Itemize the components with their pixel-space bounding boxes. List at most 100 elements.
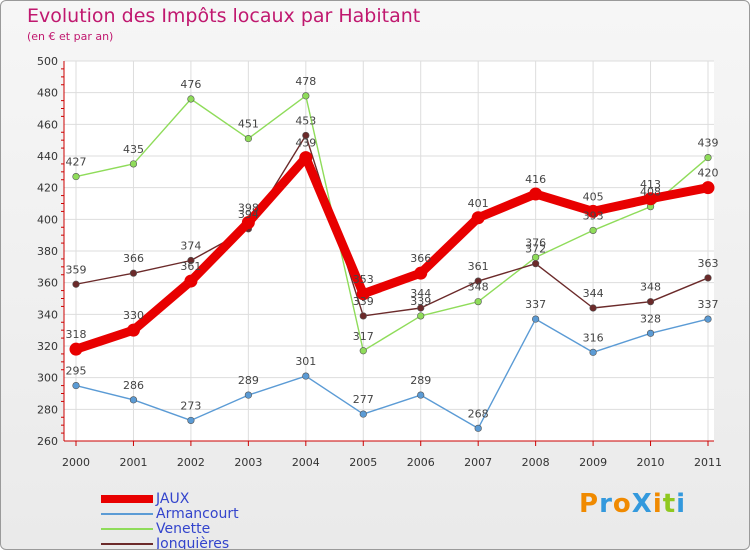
data-point — [69, 342, 83, 356]
x-tick-label: 2002 — [177, 456, 205, 469]
data-label: 476 — [180, 78, 201, 91]
legend-label: Venette — [156, 521, 211, 537]
data-point — [532, 260, 540, 268]
x-tick-label: 2001 — [119, 456, 147, 469]
series-line-venette — [75, 95, 709, 352]
x-tick-label: 2004 — [292, 456, 320, 469]
data-point — [704, 274, 712, 282]
y-tick-label: 500 — [37, 55, 58, 68]
data-point — [244, 134, 252, 143]
y-tick-label: 280 — [37, 403, 58, 416]
data-point — [126, 323, 140, 337]
data-point — [241, 216, 255, 229]
data-point — [244, 391, 252, 399]
data-point — [302, 131, 310, 140]
x-tick-label: 2010 — [637, 456, 665, 469]
data-label: 366 — [410, 252, 431, 265]
y-tick-label: 420 — [37, 182, 58, 195]
legend-swatch-jonquières — [101, 543, 153, 545]
y-tick-label: 300 — [37, 372, 58, 385]
data-label: 344 — [583, 287, 604, 300]
x-tick-label: 2008 — [522, 456, 550, 469]
data-label: 435 — [123, 143, 144, 156]
y-tick-label: 380 — [37, 245, 58, 258]
logo-letter: o — [612, 489, 632, 519]
data-label: 318 — [66, 328, 87, 341]
data-point — [529, 187, 543, 201]
logo-letter: i — [652, 489, 663, 519]
legend-swatch-jaux — [101, 495, 153, 503]
data-label: 366 — [123, 252, 144, 265]
data-point — [184, 274, 198, 288]
data-label: 405 — [583, 190, 604, 203]
legend-label: Armancourt — [156, 506, 239, 522]
data-point — [474, 277, 482, 285]
data-point — [586, 204, 600, 218]
data-label: 416 — [525, 173, 546, 186]
data-point — [356, 287, 370, 301]
data-label: 451 — [238, 118, 259, 131]
logo-letter: i — [676, 489, 687, 519]
data-label: 301 — [295, 355, 316, 368]
x-tick-label: 2006 — [407, 456, 435, 469]
data-point — [589, 348, 597, 356]
data-label: 344 — [410, 287, 431, 300]
series-line-jonquières — [75, 134, 709, 317]
data-point — [72, 280, 80, 288]
data-point — [701, 181, 715, 195]
data-label: 439 — [698, 137, 719, 150]
data-label: 295 — [66, 365, 87, 378]
data-label: 330 — [123, 309, 144, 322]
y-tick-label: 400 — [37, 213, 58, 226]
x-tick-label: 2003 — [234, 456, 262, 469]
data-label: 353 — [353, 273, 374, 286]
data-point — [187, 416, 195, 425]
x-tick-label: 2009 — [579, 456, 607, 469]
data-point — [187, 256, 195, 265]
legend-swatch-armancourt — [101, 513, 153, 515]
data-point — [359, 312, 367, 320]
logo-letter: P — [579, 489, 600, 519]
data-label: 277 — [353, 393, 374, 406]
data-label: 420 — [698, 167, 719, 180]
data-point — [299, 151, 313, 165]
data-label: 363 — [698, 257, 719, 270]
data-point — [644, 192, 658, 206]
x-tick-label: 2005 — [349, 456, 377, 469]
data-point — [359, 347, 367, 355]
y-tick-label: 340 — [37, 308, 58, 321]
data-label: 339 — [353, 295, 374, 308]
data-label: 427 — [66, 156, 87, 169]
x-tick-label: 2011 — [694, 456, 722, 469]
data-point — [417, 312, 425, 320]
data-label: 337 — [525, 298, 546, 311]
data-label: 408 — [640, 186, 661, 199]
data-point — [417, 391, 425, 399]
data-label: 289 — [238, 374, 259, 387]
data-label: 316 — [583, 331, 604, 344]
data-label: 273 — [180, 399, 201, 412]
data-point — [417, 304, 425, 312]
y-tick-label: 360 — [37, 277, 58, 290]
data-label: 394 — [238, 208, 259, 221]
data-point — [72, 381, 80, 390]
data-point — [474, 298, 482, 306]
legend-swatch-venette — [101, 528, 153, 530]
data-label: 401 — [468, 197, 489, 210]
y-tick-label: 460 — [37, 118, 58, 131]
data-label: 374 — [180, 240, 201, 253]
y-tick-label: 260 — [37, 435, 58, 448]
legend-label: JAUX — [156, 491, 190, 507]
logo-letter: X — [631, 489, 653, 519]
data-point — [474, 424, 482, 432]
data-label: 359 — [66, 263, 87, 276]
data-label: 286 — [123, 379, 144, 392]
data-point — [187, 95, 195, 103]
series-line-jaux — [71, 153, 713, 354]
data-label: 453 — [295, 114, 316, 127]
x-tick-label: 2007 — [464, 456, 492, 469]
data-point — [646, 298, 655, 306]
data-point — [589, 226, 597, 235]
legend-label: Jonquières — [156, 536, 230, 550]
data-point — [589, 304, 597, 312]
